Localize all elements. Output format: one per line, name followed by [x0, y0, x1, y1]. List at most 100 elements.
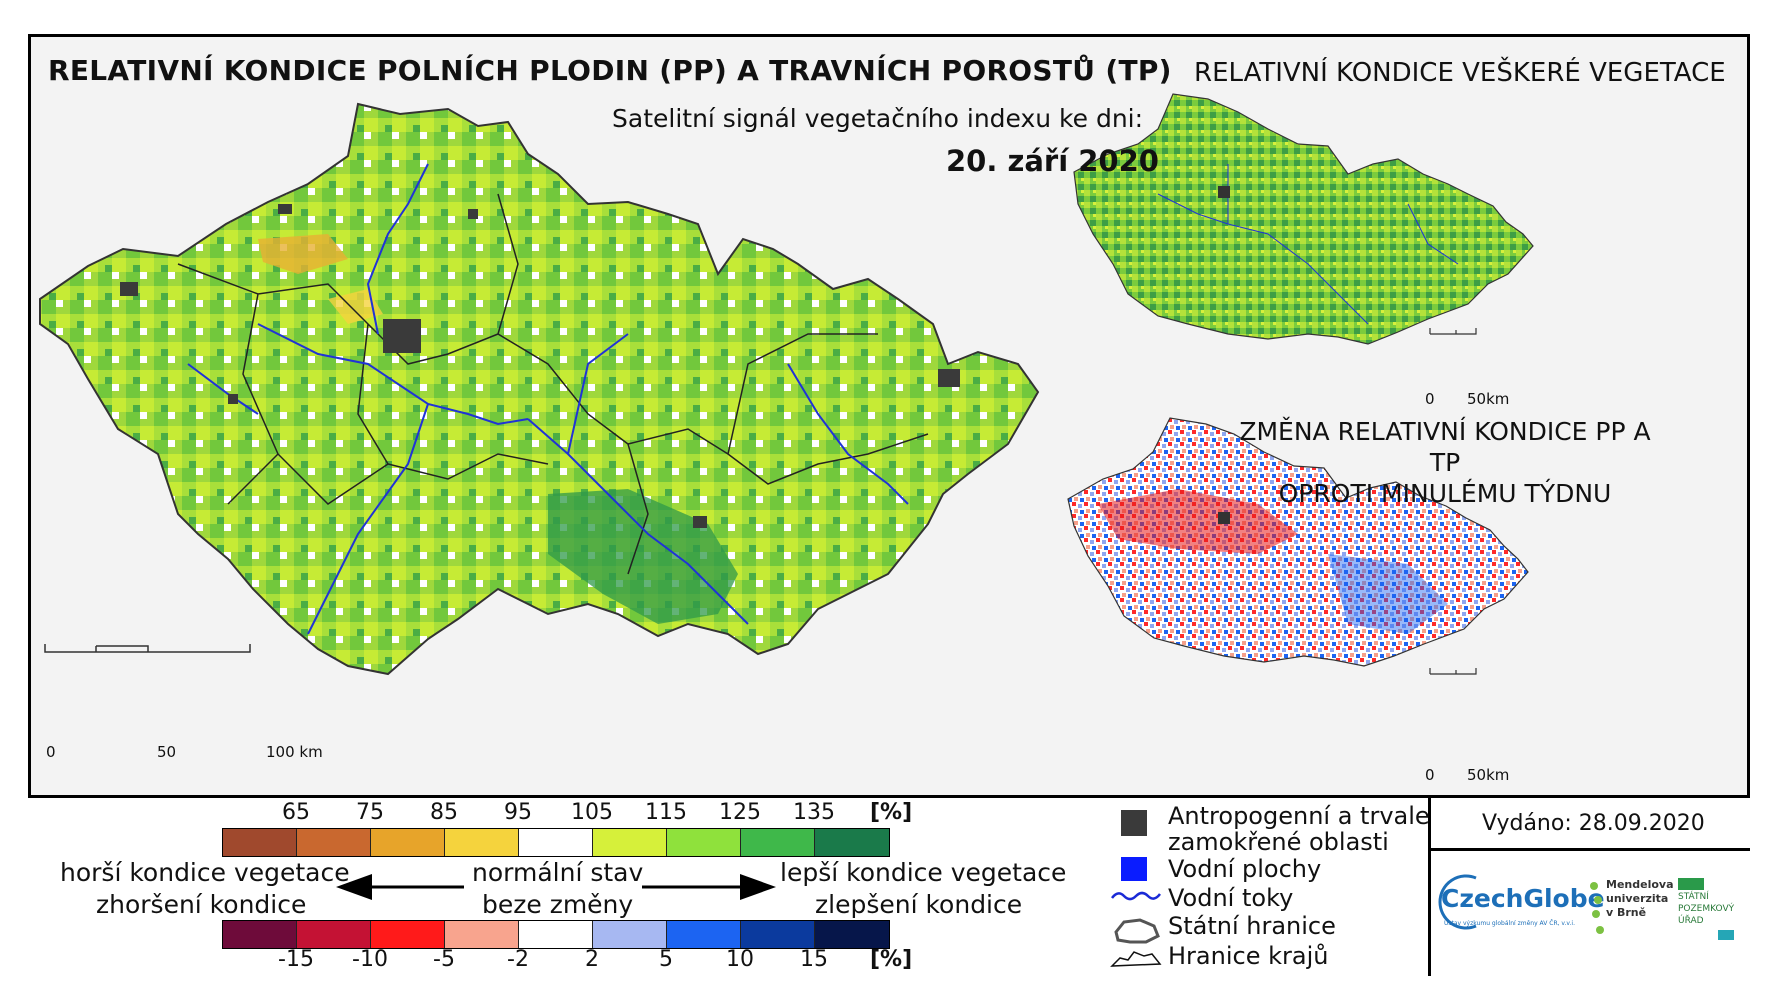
- anthropogenic-areas: [120, 204, 960, 528]
- change-swatch-7: [741, 921, 815, 948]
- main-scalebar-label-0: 0: [46, 743, 56, 761]
- condition-swatch-2: [371, 829, 445, 856]
- condition-swatch-7: [741, 829, 815, 856]
- legend-divider-horizontal: [1428, 848, 1750, 851]
- change-tick: -5: [433, 947, 455, 972]
- condition-right-label: lepší kondice vegetace: [780, 858, 1067, 887]
- change-tick: 10: [726, 947, 754, 972]
- condition-unit: [%]: [870, 800, 913, 825]
- condition-tick: 125: [719, 800, 761, 825]
- main-map: [39, 102, 1040, 676]
- main-map-subtitle: Satelitní signál vegetačního indexu ke d…: [612, 104, 1144, 133]
- condition-swatch-0: [223, 829, 297, 856]
- condition-center-label: normální stav: [472, 858, 644, 887]
- condition-tick: 65: [282, 800, 310, 825]
- change-swatch-1: [297, 921, 371, 948]
- czech-territory-vegetation: [1073, 93, 1534, 345]
- spu-logo-bar-icon: [1678, 878, 1704, 890]
- condition-left-label: horší kondice vegetace: [60, 858, 350, 887]
- condition-color-scale: [222, 828, 890, 857]
- inset-chg-scalebar-label-50: 50km: [1467, 766, 1510, 784]
- condition-tick: 135: [793, 800, 835, 825]
- change-swatch-0: [223, 921, 297, 948]
- inset-change-title-line1: ZMĚNA RELATIVNÍ KONDICE PP A TP: [1239, 417, 1651, 477]
- arrow-right: [642, 874, 776, 900]
- inset-change-title: ZMĚNA RELATIVNÍ KONDICE PP A TP OPROTI M…: [1225, 416, 1665, 509]
- region-border-label: Hranice krajů: [1168, 942, 1329, 970]
- water-area-label: Vodní plochy: [1168, 855, 1322, 883]
- change-tick: 5: [659, 947, 673, 972]
- region-border-symbol-icon: [1110, 951, 1162, 967]
- inset-veg-scalebar-label-50: 50km: [1467, 390, 1510, 408]
- change-swatch-3: [445, 921, 519, 948]
- mendel-logo-dots-icon: [1590, 882, 1604, 934]
- spu-line1: STÁTNÍ: [1678, 892, 1709, 902]
- condition-tick: 85: [430, 800, 458, 825]
- inset-change-map: [1067, 417, 1529, 667]
- change-swatch-5: [593, 921, 667, 948]
- change-tick: 2: [585, 947, 599, 972]
- main-scalebar-label-50: 50: [157, 743, 177, 761]
- spu-line2: POZEMKOVÝ: [1678, 904, 1735, 914]
- main-scalebar-label-100: 100 km: [266, 743, 323, 761]
- condition-tick: 115: [645, 800, 687, 825]
- legend-divider-vertical: [1428, 796, 1431, 976]
- inset-change-title-line2: OPROTI MINULÉMU TÝDNU: [1278, 479, 1612, 508]
- inset-chg-scalebar-label-0: 0: [1425, 766, 1435, 784]
- main-scalebar: [44, 644, 251, 653]
- mendel-line2: univerzita: [1606, 892, 1669, 905]
- inset-vegetation-title: RELATIVNÍ KONDICE VEŠKERÉ VEGETACE: [1194, 58, 1726, 88]
- mendel-line1: Mendelova: [1606, 878, 1674, 891]
- change-right-label: zlepšení kondice: [815, 890, 1023, 919]
- spu-logo-text: STÁTNÍ POZEMKOVÝ ÚŘAD: [1678, 891, 1734, 927]
- condition-tick: 105: [571, 800, 613, 825]
- anthropogenic-label-2: zamokřené oblasti: [1168, 828, 1389, 856]
- inset-veg-scalebar: [1429, 328, 1477, 335]
- inset-chg-scalebar: [1429, 668, 1477, 675]
- spu-line3: ÚŘAD: [1678, 916, 1704, 926]
- change-left-label: zhoršení kondice: [96, 890, 307, 919]
- state-border-label: Státní hranice: [1168, 912, 1336, 940]
- condition-swatch-3: [445, 829, 519, 856]
- anthropogenic-label-1: Antropogenní a trvale: [1168, 802, 1430, 830]
- czech-territory-change: [1067, 417, 1529, 667]
- main-map-title: RELATIVNÍ KONDICE POLNÍCH PLODIN (PP) A …: [48, 54, 1172, 87]
- inset-veg-scalebar-label-0: 0: [1425, 390, 1435, 408]
- condition-swatch-1: [297, 829, 371, 856]
- stream-symbol-icon: [1111, 891, 1161, 901]
- change-swatch-8: [815, 921, 889, 948]
- stream-label: Vodní toky: [1168, 884, 1294, 912]
- condition-swatch-5: [593, 829, 667, 856]
- inset-chg-city: [1218, 512, 1230, 524]
- change-color-scale: [222, 920, 890, 949]
- region-borders: [177, 193, 929, 575]
- inset-vegetation-map: [1073, 93, 1534, 345]
- condition-swatch-8: [815, 829, 889, 856]
- spu-logo-square-icon: [1718, 930, 1734, 940]
- water-area-swatch: [1121, 857, 1147, 881]
- arrow-left: [336, 874, 464, 900]
- main-map-date: 20. září 2020: [946, 144, 1159, 178]
- czechglobe-logo-subtext: Ústav výzkumu globální změny AV ČR, v.v.…: [1444, 920, 1575, 927]
- change-swatch-6: [667, 921, 741, 948]
- mendel-line3: v Brně: [1606, 906, 1647, 919]
- change-swatch-4: [519, 921, 593, 948]
- rivers-main: [187, 163, 909, 635]
- change-tick: -2: [507, 947, 529, 972]
- condition-swatch-6: [667, 829, 741, 856]
- inset-chg-blue-east: [1328, 554, 1448, 634]
- condition-swatch-4: [519, 829, 593, 856]
- anthropogenic-swatch: [1121, 810, 1147, 836]
- condition-tick: 95: [504, 800, 532, 825]
- issued-date: Vydáno: 28.09.2020: [1482, 811, 1705, 836]
- change-unit: [%]: [870, 947, 913, 972]
- change-tick: -10: [352, 947, 388, 972]
- czechglobe-logo-text: CzechGlobe: [1441, 884, 1605, 913]
- mendel-logo-text: Mendelova univerzita v Brně: [1606, 878, 1674, 920]
- dark-green-south-moravia: [548, 489, 738, 624]
- change-swatch-2: [371, 921, 445, 948]
- change-tick: -15: [278, 947, 314, 972]
- orange-patch-north: [258, 234, 348, 274]
- line-symbols: [1110, 891, 1162, 967]
- state-border-symbol-icon: [1114, 918, 1160, 944]
